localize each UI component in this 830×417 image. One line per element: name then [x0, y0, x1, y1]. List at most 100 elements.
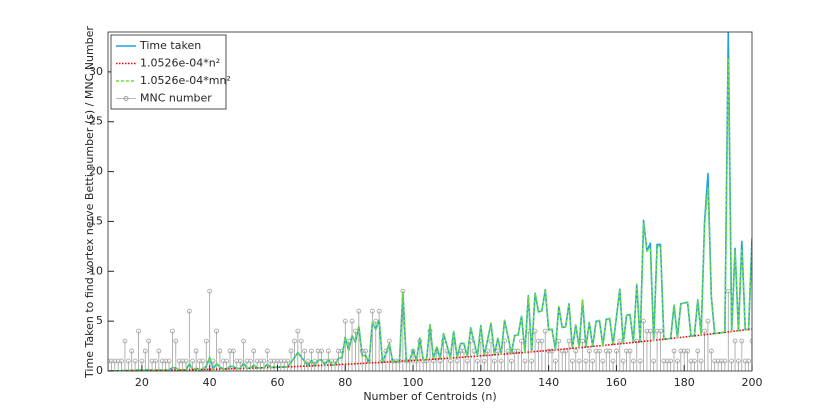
y-tick-label: 10 — [89, 264, 103, 277]
stem-marker — [522, 358, 528, 364]
stem-marker — [349, 318, 355, 324]
stem-marker — [647, 328, 653, 334]
stem-marker — [725, 288, 731, 294]
stem-marker — [668, 358, 674, 364]
x-tick-label: 40 — [203, 376, 217, 389]
y-tick-label: 15 — [89, 214, 103, 227]
stem-marker — [573, 348, 579, 354]
legend-label: MNC number — [140, 92, 212, 105]
stem-marker — [688, 358, 694, 364]
x-axis-label: Number of Centroids (n) — [363, 390, 496, 403]
stem-marker — [281, 358, 287, 364]
stem-marker — [742, 358, 748, 364]
stem-marker — [661, 358, 667, 364]
stem-marker — [580, 338, 585, 344]
x-tick-label: 100 — [403, 376, 424, 389]
stem-marker — [603, 348, 609, 354]
stem-marker — [251, 348, 257, 354]
stem-marker — [508, 358, 514, 364]
stem-marker — [376, 308, 382, 314]
stem-marker — [119, 358, 124, 364]
x-tick-label: 60 — [270, 376, 284, 389]
stem-marker — [336, 348, 341, 354]
stem-marker — [610, 358, 616, 364]
stem-marker — [698, 358, 704, 364]
stem-marker — [447, 358, 453, 364]
stem-marker — [197, 358, 202, 364]
stem-marker — [275, 358, 280, 364]
stem-marker — [590, 358, 596, 364]
stem-marker — [176, 358, 182, 364]
stem-marker — [671, 348, 677, 354]
stem-marker — [169, 328, 175, 334]
stem-marker — [641, 318, 646, 324]
stem-marker — [536, 338, 541, 344]
stem-marker — [288, 348, 294, 354]
stem-marker — [576, 358, 582, 364]
stem-marker — [729, 358, 735, 364]
stem-marker — [732, 338, 738, 344]
stem-marker — [373, 318, 379, 324]
stem-marker — [369, 308, 375, 314]
stem-marker — [651, 358, 657, 364]
series-line — [108, 57, 752, 371]
stem-marker — [678, 348, 684, 354]
x-tick-label: 120 — [470, 376, 491, 389]
stem-marker — [163, 358, 169, 364]
stem-marker — [173, 338, 179, 344]
stem-marker — [159, 358, 165, 364]
stem-marker — [149, 358, 155, 364]
stem-marker — [614, 348, 619, 354]
stem-marker — [746, 358, 752, 364]
stem-marker — [156, 348, 162, 354]
stem-marker — [654, 328, 660, 334]
stem-marker — [292, 338, 297, 344]
y-tick-label: 20 — [89, 165, 103, 178]
stem-marker — [475, 358, 480, 364]
stem-marker — [539, 338, 545, 344]
x-tick-label: 20 — [135, 376, 149, 389]
stem-marker — [627, 348, 633, 354]
legend-marker — [123, 96, 129, 101]
legend-label: 1.0526e-04*mn² — [140, 74, 231, 87]
stem-marker — [224, 358, 230, 364]
stem-marker — [125, 358, 131, 364]
stem-marker — [681, 348, 687, 354]
x-tick-label: 140 — [538, 376, 559, 389]
y-tick-label: 25 — [89, 115, 103, 128]
stem-marker — [675, 358, 680, 364]
stem-marker — [217, 348, 223, 354]
stem-marker — [278, 358, 284, 364]
stem-marker — [722, 358, 728, 364]
stem-marker — [644, 328, 650, 334]
stem-marker — [708, 348, 714, 354]
stem-marker — [268, 358, 274, 364]
stem-marker — [166, 358, 172, 364]
stem-marker — [214, 328, 219, 334]
legend-label: 1.0526e-04*n² — [140, 57, 220, 70]
x-tick-label: 180 — [674, 376, 695, 389]
stem-marker — [664, 358, 670, 364]
stem-marker — [298, 338, 304, 344]
stem-marker — [207, 288, 213, 294]
stem-marker — [512, 348, 518, 354]
stem-marker — [302, 348, 307, 354]
stem-marker — [566, 338, 572, 344]
stem-marker — [203, 338, 209, 344]
stem-marker — [122, 338, 128, 344]
stem-marker — [553, 358, 558, 364]
stem-marker — [691, 358, 697, 364]
stem-marker — [139, 358, 145, 364]
stem-marker — [220, 358, 226, 364]
stem-marker — [146, 338, 152, 344]
y-tick-label: 30 — [89, 65, 103, 78]
stem-marker — [712, 358, 718, 364]
stem-marker — [583, 358, 589, 364]
stem-marker — [264, 348, 270, 354]
stem-marker — [559, 348, 565, 354]
stem-marker — [464, 358, 470, 364]
stem-marker — [190, 358, 196, 364]
stem-marker — [363, 348, 369, 354]
stem-marker — [586, 348, 592, 354]
